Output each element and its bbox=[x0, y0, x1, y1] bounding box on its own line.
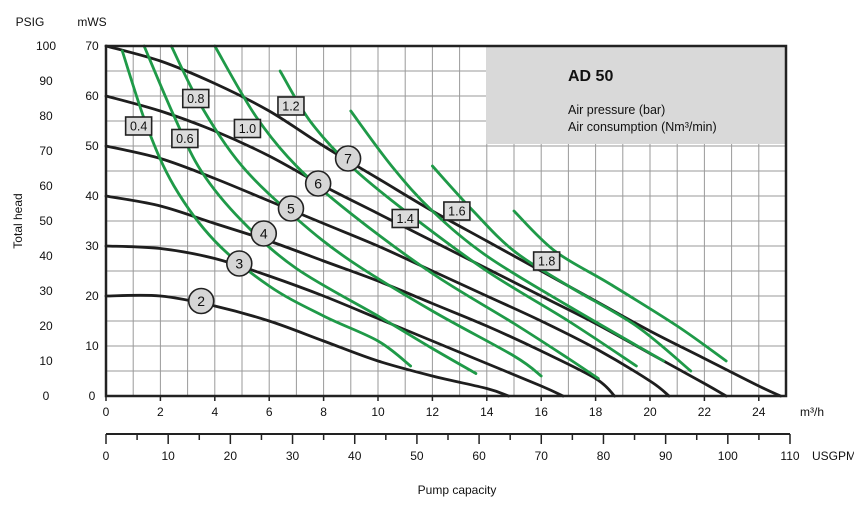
y-axis-title: Total head bbox=[11, 193, 25, 248]
y-tick-label-mws: 0 bbox=[89, 389, 96, 403]
psig-unit-label: PSIG bbox=[16, 15, 45, 29]
legend-air-pressure: Air pressure (bar) bbox=[568, 103, 665, 117]
air-label-box-0-8 bbox=[181, 88, 210, 109]
pressure-curve-3 bbox=[104, 244, 565, 398]
x-tick-label-usgpm: 70 bbox=[535, 449, 549, 463]
y-tick-label-psig: 60 bbox=[39, 179, 53, 193]
y-tick-label-mws: 30 bbox=[85, 239, 99, 253]
y-tick-label-psig: 80 bbox=[39, 109, 53, 123]
air-curve-1-4 bbox=[349, 109, 665, 363]
x-axis-title: Pump capacity bbox=[418, 483, 497, 497]
y-tick-label-mws: 60 bbox=[85, 89, 99, 103]
air-label-1-6: 1.6 bbox=[448, 205, 465, 219]
usgpm-unit-label: USGPM bbox=[812, 449, 854, 463]
pressure-label-4: 4 bbox=[260, 226, 268, 242]
pressure-label-circle-2 bbox=[187, 287, 215, 315]
y-tick-label-psig: 30 bbox=[39, 284, 53, 298]
plot-frame bbox=[104, 44, 788, 398]
m3h-unit-label: m³/h bbox=[800, 405, 824, 419]
air-curve-1-6 bbox=[431, 164, 693, 373]
x-tick-label-usgpm: 80 bbox=[597, 449, 611, 463]
x-tick-label-m3h: 6 bbox=[266, 405, 273, 419]
legend-air-consumption: Air consumption (Nm³/min) bbox=[568, 120, 717, 134]
x-tick-label-usgpm: 100 bbox=[718, 449, 738, 463]
pressure-curve-4 bbox=[104, 194, 616, 398]
x-tick-label-m3h: 14 bbox=[480, 405, 494, 419]
air-label-box-0-4 bbox=[124, 116, 153, 136]
air-curve-0-8 bbox=[169, 44, 543, 378]
x-tick-label-usgpm: 90 bbox=[659, 449, 673, 463]
pressure-label-5: 5 bbox=[287, 201, 295, 217]
y-tick-label-psig: 40 bbox=[39, 249, 53, 263]
y-tick-label-psig: 50 bbox=[39, 214, 53, 228]
y-tick-label-mws: 50 bbox=[85, 139, 99, 153]
pressure-label-3: 3 bbox=[235, 256, 243, 272]
air-label-1-8: 1.8 bbox=[538, 255, 555, 269]
x-tick-label-m3h: 16 bbox=[535, 405, 549, 419]
air-label-1-2: 1.2 bbox=[282, 100, 299, 114]
air-curve-1-8 bbox=[512, 209, 728, 363]
x-tick-label-m3h: 22 bbox=[698, 405, 712, 419]
y-tick-label-psig: 100 bbox=[36, 39, 56, 53]
pressure-label-circle-5 bbox=[277, 195, 305, 222]
air-label-box-0-6 bbox=[171, 128, 199, 149]
pressure-label-7: 7 bbox=[344, 151, 352, 167]
pressure-label-circle-7 bbox=[334, 145, 362, 172]
pressure-label-circle-6 bbox=[304, 170, 332, 197]
chart-title: AD 50 bbox=[568, 68, 613, 85]
air-consumption-labels: 0.4 0.6 0.8 1.0 1.2 1.4 1.6 1.8 bbox=[124, 88, 561, 271]
x-tick-label-usgpm: 40 bbox=[348, 449, 362, 463]
air-label-box-1-6 bbox=[443, 201, 471, 221]
pressure-curve-2 bbox=[104, 293, 510, 398]
x-tick-label-usgpm: 10 bbox=[162, 449, 176, 463]
air-label-box-1-0 bbox=[233, 118, 262, 139]
pressure-label-2: 2 bbox=[197, 293, 205, 309]
y-tick-label-psig: 0 bbox=[43, 389, 50, 403]
x-tick-label-m3h: 2 bbox=[157, 405, 164, 419]
x-tick-label-usgpm: 50 bbox=[410, 449, 424, 463]
y-tick-label-psig: 10 bbox=[39, 354, 53, 368]
pressure-label-circle-3 bbox=[225, 250, 253, 277]
y-tick-label-psig: 90 bbox=[39, 74, 53, 88]
x-tick-label-m3h: 10 bbox=[371, 405, 385, 419]
air-label-box-1-4 bbox=[391, 208, 420, 229]
y-tick-label-psig: 20 bbox=[39, 319, 53, 333]
x-tick-label-usgpm: 30 bbox=[286, 449, 300, 463]
grid-lines bbox=[106, 46, 786, 396]
air-label-box-1-8 bbox=[532, 251, 561, 271]
axes: 0 2 4 6 8 10 12 14 16 18 20 22 240 10 20 30 40 50 60 70 80 90… bbox=[36, 39, 800, 463]
x-tick-label-m3h: 4 bbox=[211, 405, 218, 419]
x-tick-label-usgpm: 20 bbox=[224, 449, 238, 463]
x-tick-label-m3h: 12 bbox=[426, 405, 440, 419]
pressure-curve-5 bbox=[104, 144, 671, 398]
air-label-1-4: 1.4 bbox=[397, 212, 414, 226]
x-tick-label-usgpm: 0 bbox=[103, 449, 110, 463]
air-label-0-4: 0.4 bbox=[130, 120, 147, 134]
x-tick-label-usgpm: 60 bbox=[472, 449, 486, 463]
y-tick-label-mws: 10 bbox=[85, 339, 99, 353]
y-tick-label-psig: 70 bbox=[39, 144, 53, 158]
mws-unit-label: mWS bbox=[77, 15, 106, 29]
y-tick-label-mws: 40 bbox=[85, 189, 99, 203]
air-curve-1-0 bbox=[213, 44, 600, 380]
air-label-0-6: 0.6 bbox=[176, 132, 193, 146]
x-tick-label-usgpm: 110 bbox=[780, 449, 799, 463]
info-panel bbox=[486, 46, 786, 144]
air-label-0-8: 0.8 bbox=[187, 92, 204, 106]
air-label-1-0: 1.0 bbox=[239, 122, 256, 136]
y-tick-label-mws: 20 bbox=[85, 289, 99, 303]
x-tick-label-m3h: 24 bbox=[752, 405, 766, 419]
air-label-box-1-2 bbox=[277, 96, 305, 116]
pressure-labels: 2 3 4 5 6 7 bbox=[187, 145, 362, 315]
x-tick-label-m3h: 0 bbox=[103, 405, 110, 419]
pressure-label-6: 6 bbox=[314, 176, 322, 192]
pressure-label-circle-4 bbox=[250, 220, 278, 247]
x-tick-label-m3h: 20 bbox=[643, 405, 657, 419]
x-tick-label-m3h: 8 bbox=[320, 405, 327, 419]
x-tick-label-m3h: 18 bbox=[589, 405, 603, 419]
pressure-curve-7 bbox=[104, 44, 782, 398]
y-tick-label-mws: 70 bbox=[85, 39, 99, 53]
